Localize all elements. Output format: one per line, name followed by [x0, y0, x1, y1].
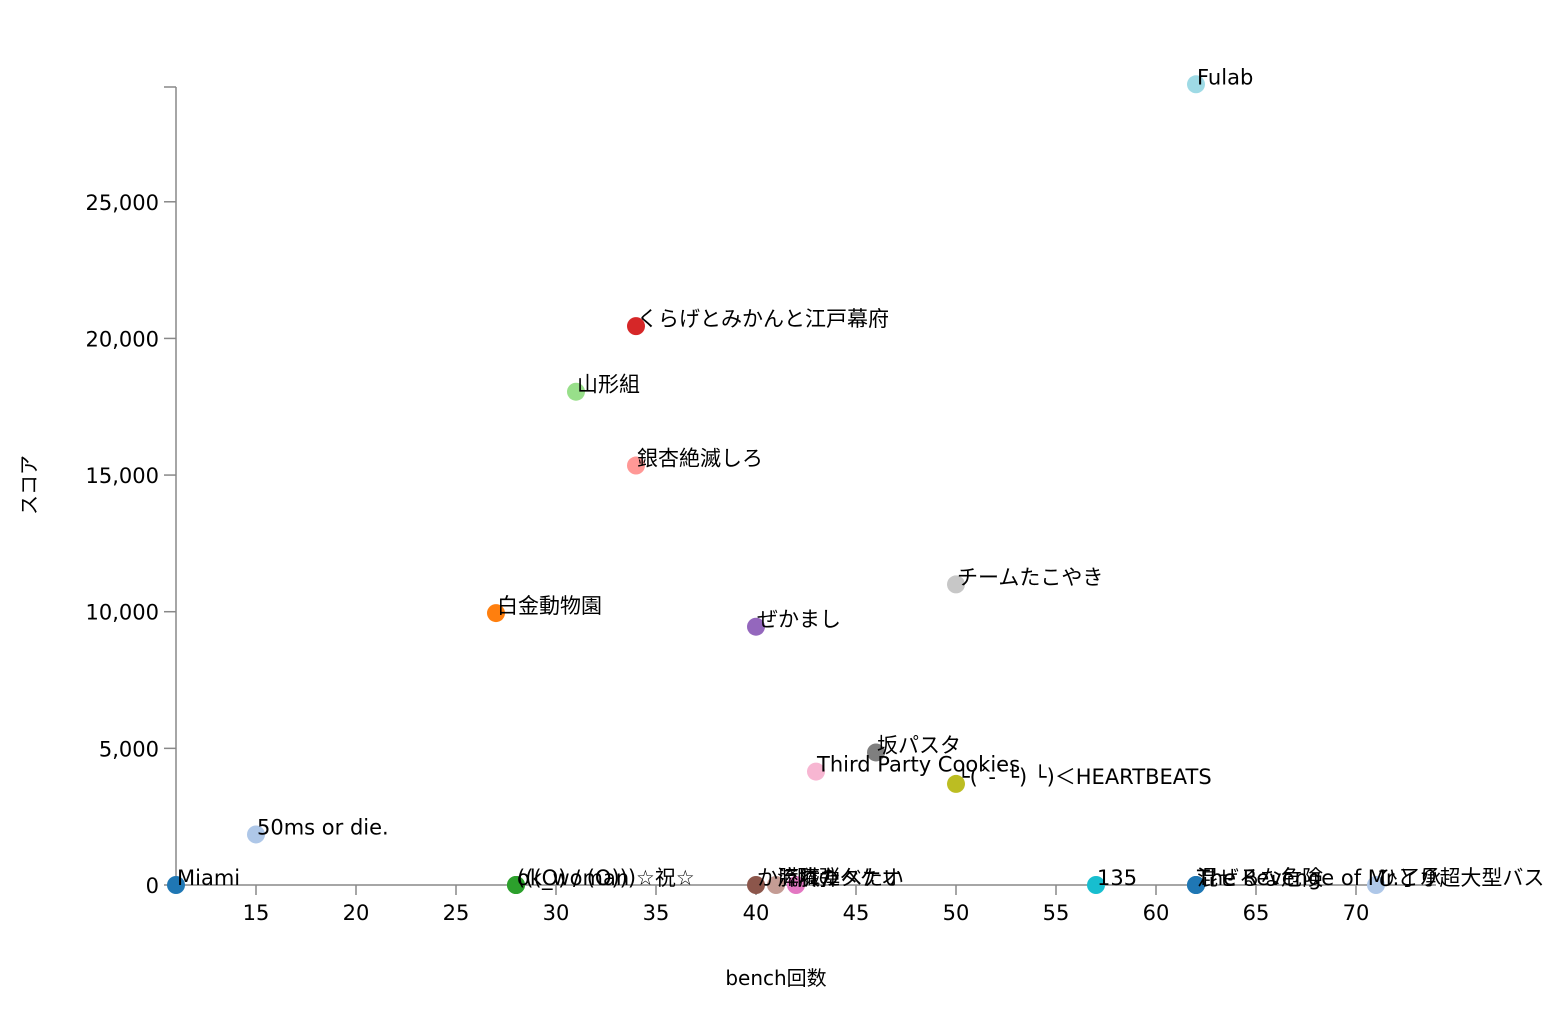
data-point — [487, 604, 505, 623]
x-tick-label: 25 — [443, 901, 470, 925]
data-point-label: Third Party Cookies — [816, 753, 1020, 777]
data-point-label: チームたこやき — [957, 565, 1103, 589]
data-point — [747, 617, 765, 636]
y-axis: 0 5,000 10,000 15,000 20,000 25,000 — [86, 86, 177, 898]
y-tick-label: 10,000 — [86, 601, 159, 625]
data-point-label: 坂パスタ — [877, 733, 961, 757]
data-point-label: (((O) / (O)))☆祝☆ — [517, 866, 695, 890]
y-tick-label: 0 — [146, 874, 159, 898]
x-tick-label: 60 — [1143, 901, 1170, 925]
x-tick-label: 20 — [343, 901, 370, 925]
data-point-label: 混ぜるな危険 — [1197, 866, 1323, 890]
data-point-label: ok_woman — [517, 866, 629, 891]
x-axis-title: bench回数 — [725, 966, 826, 990]
data-point — [767, 876, 785, 894]
data-point — [1087, 876, 1105, 894]
data-point — [167, 876, 185, 894]
data-point-label: 白金動物園 — [497, 594, 602, 618]
data-point-label: か膵臓たべたい — [757, 866, 904, 890]
y-axis-title: スコア — [17, 455, 41, 515]
x-tick-label: 35 — [643, 901, 670, 925]
data-point-label: └(´-`└) └)＜HEARTBEATS — [957, 764, 1212, 789]
data-point — [947, 774, 965, 793]
data-point — [507, 876, 525, 894]
data-point-label: Miami — [177, 866, 240, 890]
x-tick-label: 45 — [843, 901, 870, 925]
data-point — [567, 382, 585, 401]
data-point — [787, 876, 805, 894]
x-tick-label: 70 — [1343, 901, 1370, 925]
data-point — [1367, 876, 1385, 894]
data-point — [947, 575, 965, 594]
data-point-label: 隣のタケオ — [797, 866, 902, 890]
data-point — [1187, 75, 1205, 94]
y-tick-label: 15,000 — [86, 464, 159, 488]
y-tick-label: 25,000 — [86, 191, 159, 215]
data-point-label: 流れ弾 — [777, 866, 840, 890]
data-point-label: ぜかまし — [757, 608, 841, 632]
data-point-label: くらげとみかんと江戸幕府 — [637, 307, 889, 331]
data-point — [247, 825, 265, 844]
data-point-label: ひとり超大型バス — [1377, 866, 1544, 890]
data-point — [807, 762, 825, 781]
data-point — [867, 743, 885, 762]
x-axis: 15 20 25 30 35 40 45 50 55 60 65 70 — [176, 884, 1436, 925]
data-point-label: 135 — [1097, 866, 1137, 890]
x-tick-label: 55 — [1043, 901, 1070, 925]
data-point — [1187, 876, 1205, 894]
data-point — [627, 456, 645, 475]
x-tick-label: 40 — [743, 901, 770, 925]
data-point-label: Fulab — [1197, 65, 1253, 89]
data-point-label: 山形組 — [577, 373, 640, 397]
data-point — [747, 876, 765, 894]
x-tick-label: 15 — [243, 901, 270, 925]
x-tick-label: 65 — [1243, 901, 1270, 925]
x-tick-label: 30 — [543, 901, 570, 925]
x-tick-label: 50 — [943, 901, 970, 925]
y-tick-label: 20,000 — [86, 327, 159, 351]
y-tick-label: 5,000 — [99, 737, 159, 761]
data-points — [167, 75, 1385, 894]
data-labels: Fulab くらげとみかんと江戸幕府山形組銀杏絶滅しろチームたこやき白金動物園ぜか… — [177, 65, 1544, 891]
data-point-label: 銀杏絶滅しろ — [637, 447, 763, 471]
data-point-label: The Revenge of Mr.了承 — [1196, 866, 1441, 890]
data-point-label: 50ms or die. — [257, 815, 389, 839]
data-point — [627, 317, 645, 336]
